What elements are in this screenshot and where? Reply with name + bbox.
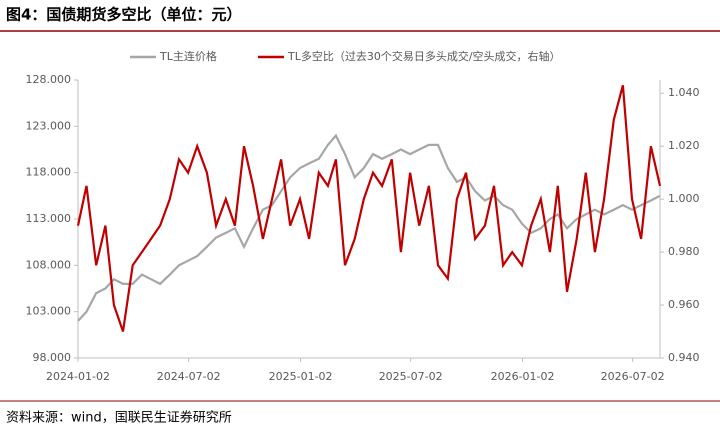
series-line [77,133,661,322]
y2-tick-label: 0.960 [668,298,700,311]
series-line [76,85,662,332]
y2-tick-label: 0.980 [668,245,700,258]
x-tick-label: 2025-07-02 [379,370,443,383]
y2-tick-label: 1.040 [668,86,700,99]
y-tick-label: 98.000 [33,351,72,364]
y-tick-label: 123.000 [26,119,72,132]
chart-title: 图4：国债期货多空比（单位：元） [6,6,241,24]
x-tick-label: 2026-07-02 [601,370,665,383]
x-tick-label: 2026-01-02 [491,370,555,383]
legend-label: TL多空比（过去30个交易日多头成交/空头成交，右轴） [287,49,561,63]
y-tick-label: 103.000 [26,305,72,318]
y2-tick-label: 1.020 [668,139,700,152]
y2-tick-label: 0.940 [668,351,700,364]
legend-label: TL主连价格 [159,49,217,63]
y2-tick-label: 1.000 [668,192,700,205]
x-tick-label: 2025-01-02 [269,370,333,383]
x-tick-label: 2024-01-02 [46,370,110,383]
x-tick-label: 2024-07-02 [157,370,221,383]
y-tick-label: 113.000 [26,212,72,225]
y-tick-label: 128.000 [26,73,72,86]
y-tick-label: 118.000 [26,166,72,179]
y-tick-label: 108.000 [26,258,72,271]
source: 资料来源：wind，国联民生证券研究所 [6,410,232,426]
